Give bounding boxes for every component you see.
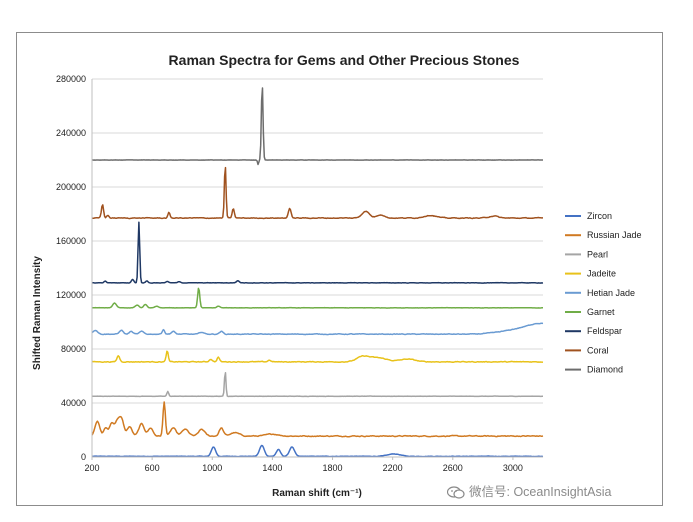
axes: 0 40000 80000 120000 160000 200000 240000 28000… (56, 74, 543, 473)
series-line-zircon (91, 444, 544, 458)
legend-label: Zircon (587, 211, 612, 221)
y-tick-label: 280000 (56, 74, 86, 84)
x-axis-label: Raman shift (cm⁻¹) (272, 488, 362, 499)
y-tick-label: 0 (81, 452, 86, 462)
x-tick-label: 600 (145, 463, 160, 473)
y-tick-label: 40000 (61, 398, 86, 408)
series-line-pearl (92, 371, 543, 398)
series-line-garnet (91, 287, 543, 309)
chart-title: Raman Spectra for Gems and Other Preciou… (169, 52, 520, 68)
legend-label: Coral (587, 345, 609, 355)
y-tick-label: 80000 (61, 344, 86, 354)
legend-label: Feldspar (587, 326, 622, 336)
legend-label: Russian Jade (587, 230, 642, 240)
watermark-text: 微信号: OceanInsightAsia (469, 485, 612, 499)
legend: Zircon Russian Jade Pearl Jadeite Hetian Jad… (565, 211, 642, 375)
x-tick-label: 200 (84, 463, 99, 473)
y-tick-label: 160000 (56, 236, 86, 246)
legend-label: Hetian Jade (587, 288, 635, 298)
y-tick-label: 120000 (56, 290, 86, 300)
y-tick-label: 240000 (56, 128, 86, 138)
x-tick-label: 1400 (262, 463, 282, 473)
legend-label: Diamond (587, 365, 623, 375)
y-tick-label: 200000 (56, 182, 86, 192)
x-tick-label: 1800 (323, 463, 343, 473)
series-line-diamond (92, 87, 543, 166)
wechat-icon (447, 486, 465, 499)
x-tick-label: 3000 (503, 463, 523, 473)
plot-area (91, 87, 544, 458)
legend-label: Jadeite (587, 269, 616, 279)
chart-frame: Raman Spectra for Gems and Other Preciou… (16, 32, 663, 506)
x-tick-label: 1000 (202, 463, 222, 473)
gridlines (92, 78, 543, 404)
series-line-coral (91, 166, 543, 220)
legend-label: Garnet (587, 307, 615, 317)
x-tick-label: 2200 (383, 463, 403, 473)
legend-label: Pearl (587, 249, 608, 259)
series-line-feldspar (92, 221, 544, 284)
y-axis-label: Shifted Raman Intensity (32, 256, 43, 370)
series-line-jadeite (91, 350, 544, 364)
raman-chart: Raman Spectra for Gems and Other Preciou… (32, 52, 642, 499)
x-tick-label: 2600 (443, 463, 463, 473)
watermark: 微信号: OceanInsightAsia (447, 481, 611, 500)
series-line-russian-jade (91, 401, 544, 438)
series-line-hetian-jade (91, 322, 544, 336)
